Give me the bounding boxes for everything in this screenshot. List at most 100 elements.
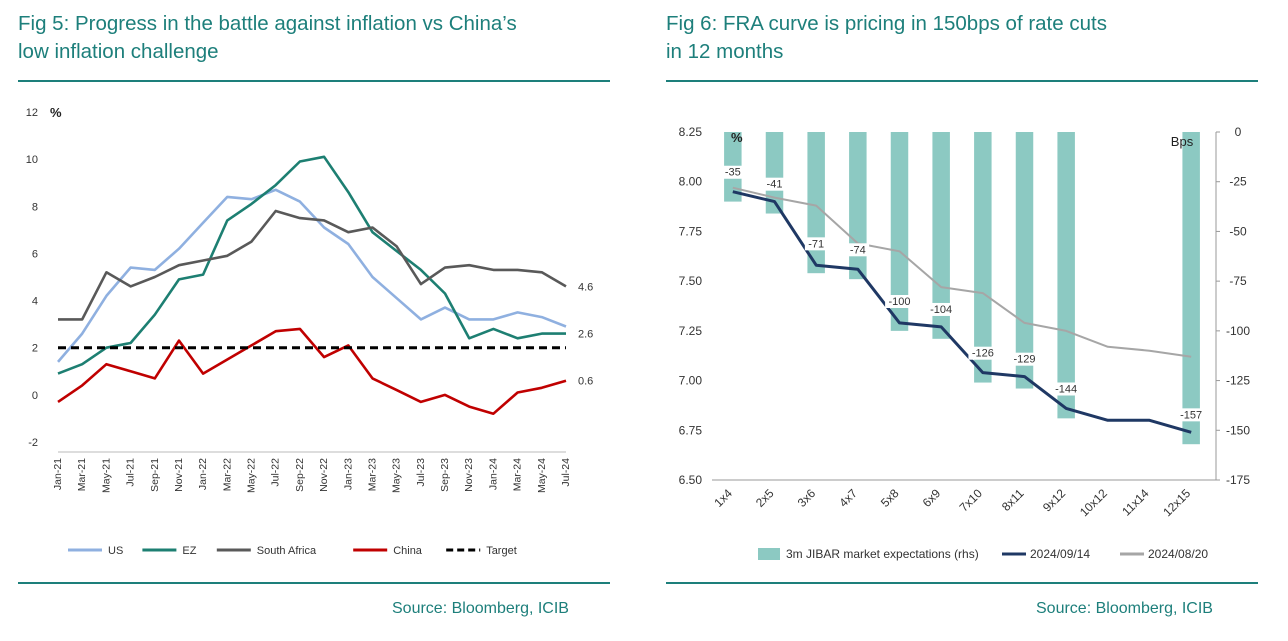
fig6-ytick-left: 7.25 xyxy=(679,324,703,338)
fig6-series-2024-09-14 xyxy=(732,190,1192,434)
fig6-ytick-right: -175 xyxy=(1226,473,1250,487)
fig5-legend-label: US xyxy=(108,545,123,557)
fig6-title-line1: Fig 6: FRA curve is pricing in 150bps of… xyxy=(666,12,1107,35)
fig5-title: Fig 5: Progress in the battle against in… xyxy=(18,10,618,66)
fig6-bar-2x5 xyxy=(765,132,784,214)
fig5-xtick-label: May-23 xyxy=(391,458,403,493)
fig6-unit-right: Bps xyxy=(1171,134,1194,149)
fig6-chart: 8.25 8.00 7.75 7.50 7.25 7.00 6.75 6.50 0 -25 -50 -… xyxy=(679,125,1251,561)
fig5-ytick-label: 12 xyxy=(26,107,38,119)
fig5-xtick-label: Nov-23 xyxy=(463,458,475,492)
fig5-series-us xyxy=(57,188,567,363)
fig5-title-line1: Fig 5: Progress in the battle against in… xyxy=(18,12,517,35)
fig6-xtick-label: 6x9 xyxy=(920,486,944,510)
fig6-xtick-label: 8x11 xyxy=(999,486,1027,514)
fig6-ytick-right: -25 xyxy=(1229,175,1247,189)
fig5-xtick-label: Sep-21 xyxy=(149,458,161,492)
fig6-legend-label: 3m JIBAR market expectations (rhs) xyxy=(786,547,979,561)
fig6-title: Fig 6: FRA curve is pricing in 150bps of… xyxy=(666,10,1266,66)
fig6-title-line2: in 12 months xyxy=(666,40,784,63)
fig6-legend-swatch-bar xyxy=(758,548,780,560)
fig6-xtick-label: 5x8 xyxy=(878,486,902,510)
fig6-top-rule xyxy=(666,80,1258,82)
fig6-ytick-right: 0 xyxy=(1235,125,1242,139)
fig6-bar-8x11 xyxy=(1015,132,1034,389)
fig6-ytick-left: 6.50 xyxy=(679,473,703,487)
fig6-source: Source: Bloomberg, ICIB xyxy=(1036,600,1213,617)
fig5-title-line2: low inflation challenge xyxy=(18,40,219,63)
fig5-end-label: 4.6 xyxy=(578,281,593,293)
fig6-bar-label: -41 xyxy=(767,179,783,191)
fig6-bar-label-bg xyxy=(846,243,870,257)
fig5-series-south-africa xyxy=(58,209,567,321)
fig5-ytick-label: 2 xyxy=(32,343,38,355)
fig6-xtick-label: 11x14 xyxy=(1119,486,1152,519)
fig6-bar-label: -104 xyxy=(930,304,952,316)
fig5-legend-label: Target xyxy=(486,545,517,557)
fig6-ytick-left: 7.50 xyxy=(679,274,703,288)
fig6-bar-label-bg xyxy=(721,165,745,179)
fig6-bar-label-bg xyxy=(1051,382,1081,396)
fig6-ytick-left: 8.25 xyxy=(679,125,703,139)
fig6-bar-label: -144 xyxy=(1055,384,1077,396)
fig6-ytick-left: 8.00 xyxy=(679,175,703,189)
fig6-ytick-left: 7.75 xyxy=(679,224,703,238)
fig5-panel: Fig 5: Progress in the battle against in… xyxy=(0,0,620,641)
fig6-xtick-label: 2x5 xyxy=(753,486,777,510)
fig5-legend-label: China xyxy=(393,545,423,557)
fig5-xtick-label: Sep-22 xyxy=(294,458,306,492)
fig5-xtick-label: Jan-23 xyxy=(342,458,354,490)
fig6-bar-label: -129 xyxy=(1013,354,1035,366)
fig6-series-2024-08-20 xyxy=(732,186,1192,358)
fig6-bar-label: -126 xyxy=(972,348,994,360)
fig6-bar-label-bg xyxy=(885,295,914,309)
fig6-bar-label-bg xyxy=(1176,408,1206,422)
fig5-xtick-label: Mar-22 xyxy=(221,458,233,491)
fig5-ytick-label: 4 xyxy=(32,296,38,308)
fig6-ytick-right: -100 xyxy=(1226,324,1250,338)
fig6-bottom-rule xyxy=(666,582,1258,584)
fig6-bar-label-bg xyxy=(763,177,786,191)
fig6-bar-3x6 xyxy=(807,132,825,274)
fig6-xtick-label: 9x12 xyxy=(1040,486,1069,515)
fig5-series-china xyxy=(57,327,567,416)
fig6-bar-label: -100 xyxy=(888,296,910,308)
fig6-bar-5x8 xyxy=(890,132,909,331)
fig6-ytick-left: 7.00 xyxy=(679,374,703,388)
fig6-bar-label-bg xyxy=(968,346,998,360)
fig5-source: Source: Bloomberg, ICIB xyxy=(392,600,569,617)
fig5-xtick-label: Nov-21 xyxy=(173,458,185,492)
fig5-end-label: 0.6 xyxy=(578,376,593,388)
fig6-bar-4x7 xyxy=(849,132,867,280)
fig5-xtick-label: Jul-22 xyxy=(270,458,282,487)
fig5-end-label: 2.6 xyxy=(578,329,593,341)
fig5-xtick-label: Mar-24 xyxy=(512,458,524,491)
fig6-bar-7x10 xyxy=(974,132,992,383)
fig5-xtick-label: May-24 xyxy=(536,458,548,493)
fig5-ytick-label: 8 xyxy=(32,201,38,213)
fig5-xtick-label: May-22 xyxy=(246,458,258,493)
fig5-xtick-label: Mar-23 xyxy=(366,458,378,491)
fig5-ytick-label: 6 xyxy=(32,248,38,260)
fig5-xtick-label: Jan-22 xyxy=(197,458,209,490)
fig5-ytick-label: -2 xyxy=(28,437,38,449)
fig5-ytick-label: 10 xyxy=(26,154,38,166)
fig6-ytick-right: -75 xyxy=(1229,274,1247,288)
fig6-bar-label: -74 xyxy=(850,244,866,256)
fig6-bar-label-bg xyxy=(804,237,828,251)
fig6-xtick-label: 1x4 xyxy=(711,486,735,510)
fig5-legend-label: South Africa xyxy=(257,545,317,557)
fig6-ytick-right: -150 xyxy=(1226,423,1250,437)
fig5-xtick-label: May-21 xyxy=(100,458,112,493)
fig6-xtick-label: 3x6 xyxy=(795,486,819,510)
fig5-xtick-label: Jan-24 xyxy=(487,458,499,490)
fig5-xtick-label: Jul-21 xyxy=(125,458,137,487)
fig6-ytick-right: -50 xyxy=(1229,224,1247,238)
fig6-legend-label: 2024/09/14 xyxy=(1030,547,1090,561)
fig6-ytick-right: -125 xyxy=(1226,374,1250,388)
fig6-legend-label: 2024/08/20 xyxy=(1148,547,1208,561)
fig6-xtick-label: 4x7 xyxy=(836,486,860,510)
fig6-bar-label-bg xyxy=(1010,352,1039,366)
fig5-xtick-label: Mar-21 xyxy=(76,458,88,491)
fig5-series-ez xyxy=(57,155,566,375)
